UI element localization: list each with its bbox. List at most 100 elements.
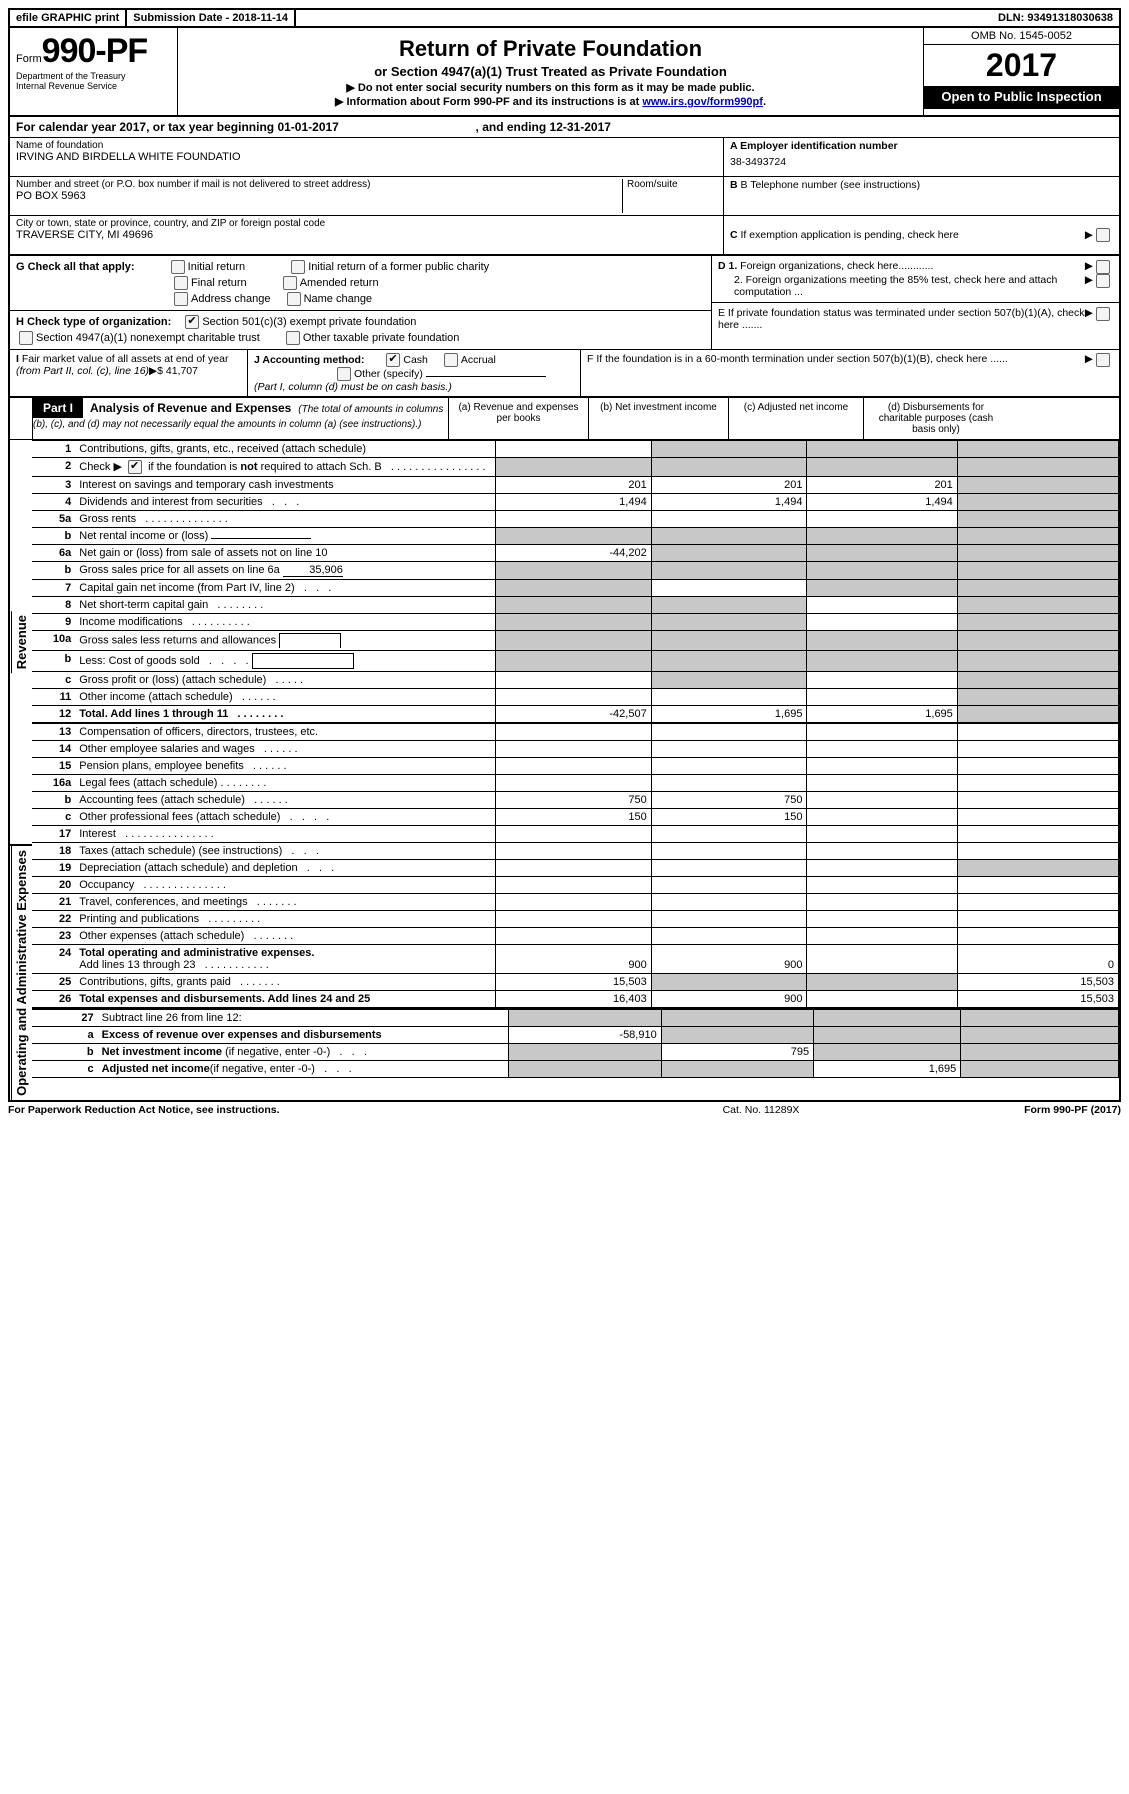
row-16c: cOther professional fees (attach schedul… [32, 809, 1119, 826]
foundation-name: IRVING AND BIRDELLA WHITE FOUNDATIO [16, 151, 717, 163]
cal-mid: , and ending [476, 120, 550, 134]
r5b-input[interactable] [211, 538, 311, 539]
c-checkbox[interactable] [1096, 228, 1110, 242]
phone-label: B B Telephone number (see instructions) [730, 179, 1113, 191]
g-name-checkbox[interactable] [287, 292, 301, 306]
r10a-box[interactable] [279, 633, 341, 648]
h-row: H Check type of organization: Section 50… [10, 310, 711, 329]
j-other-input[interactable] [426, 376, 546, 377]
r10c-t: Gross profit or (loss) (attach schedule) [79, 674, 266, 686]
h-other-checkbox[interactable] [286, 331, 300, 345]
r10b-box[interactable] [252, 653, 354, 669]
g-amended-checkbox[interactable] [283, 276, 297, 290]
r4-t: Dividends and interest from securities [79, 496, 262, 508]
g-row: G Check all that apply: Initial return I… [16, 260, 705, 274]
form-note-1: ▶ Do not enter social security numbers o… [182, 81, 919, 94]
row-19: 19Depreciation (attach schedule) and dep… [32, 860, 1119, 877]
dept-irs: Internal Revenue Service [16, 81, 171, 91]
row-10c: cGross profit or (loss) (attach schedule… [32, 672, 1119, 689]
address: PO BOX 5963 [16, 190, 622, 202]
row-13: 13Compensation of officers, directors, t… [32, 723, 1119, 741]
c-label: C If exemption application is pending, c… [730, 229, 1085, 241]
col-c-head: (c) Adjusted net income [728, 398, 863, 439]
form-header: Form990-PF Department of the Treasury In… [10, 28, 1119, 117]
d1-row: D 1. Foreign organizations, check here..… [718, 260, 1113, 274]
part1-desc: Part I Analysis of Revenue and Expenses … [10, 398, 448, 439]
g-initial-former-checkbox[interactable] [291, 260, 305, 274]
row-6a: 6aNet gain or (loss) from sale of assets… [32, 545, 1119, 562]
f-block: F If the foundation is in a 60-month ter… [581, 350, 1119, 396]
col-d-head: (d) Disbursements for charitable purpose… [863, 398, 1008, 439]
form-word: Form [16, 53, 42, 65]
j-cash-checkbox[interactable] [386, 353, 400, 367]
row-5b: bNet rental income or (loss) [32, 528, 1119, 545]
f-checkbox[interactable] [1096, 353, 1110, 367]
r19-t: Depreciation (attach schedule) and deple… [79, 862, 297, 874]
r16c-t: Other professional fees (attach schedule… [79, 811, 280, 823]
row-27c: cAdjusted net income(if negative, enter … [32, 1061, 1119, 1078]
r16b-t: Accounting fees (attach schedule) [79, 794, 245, 806]
city-label: City or town, state or province, country… [16, 218, 717, 229]
row-10b: bLess: Cost of goods sold . . . . [32, 651, 1119, 672]
col-a-head: (a) Revenue and expenses per books [448, 398, 588, 439]
efile-print[interactable]: efile GRAPHIC print [10, 10, 127, 26]
h-row2: Section 4947(a)(1) nonexempt charitable … [16, 331, 705, 345]
row-20: 20Occupancy . . . . . . . . . . . . . . [32, 877, 1119, 894]
instructions-link[interactable]: www.irs.gov/form990pf [642, 96, 763, 108]
row-8: 8Net short-term capital gain . . . . . .… [32, 597, 1119, 614]
row-14: 14Other employee salaries and wages . . … [32, 741, 1119, 758]
g-h-left: G Check all that apply: Initial return I… [10, 256, 711, 349]
part1-table: 1Contributions, gifts, grants, etc., rec… [32, 440, 1119, 1008]
j-accrual-checkbox[interactable] [444, 353, 458, 367]
row-9: 9Income modifications . . . . . . . . . … [32, 614, 1119, 631]
e-text: E If private foundation status was termi… [718, 307, 1085, 331]
room-label: Room/suite [627, 179, 717, 190]
id-right: A Employer identification number 38-3493… [723, 138, 1119, 254]
d2-checkbox[interactable] [1096, 274, 1110, 288]
form-note-2: ▶ Information about Form 990-PF and its … [182, 95, 919, 108]
f-text: F If the foundation is in a 60-month ter… [587, 353, 1085, 367]
top-bar: efile GRAPHIC print Submission Date - 20… [10, 10, 1119, 28]
j-label: J Accounting method: [254, 354, 364, 366]
d2-text: 2. Foreign organizations meeting the 85%… [734, 274, 1085, 298]
h-4947-checkbox[interactable] [19, 331, 33, 345]
g-initial: Initial return [188, 261, 245, 273]
row-27a: aExcess of revenue over expenses and dis… [32, 1027, 1119, 1044]
cal-begin: 01-01-2017 [277, 120, 338, 134]
r6b-val: 35,906 [283, 564, 343, 577]
g-amended: Amended return [300, 277, 379, 289]
g-name: Name change [304, 293, 373, 305]
arrow-icon: ▶ [1085, 229, 1093, 241]
row-18: 18Taxes (attach schedule) (see instructi… [32, 843, 1119, 860]
g-final-checkbox[interactable] [174, 276, 188, 290]
part1-header: Part I Analysis of Revenue and Expenses … [10, 398, 1119, 440]
row-15: 15Pension plans, employee benefits . . .… [32, 758, 1119, 775]
r22-t: Printing and publications [79, 913, 199, 925]
row-12: 12Total. Add lines 1 through 11 . . . . … [32, 706, 1119, 724]
row-17: 17Interest . . . . . . . . . . . . . . . [32, 826, 1119, 843]
cal-end: 12-31-2017 [550, 120, 611, 134]
open-to-public: Open to Public Inspection [924, 86, 1119, 109]
row-16b: bAccounting fees (attach schedule) . . .… [32, 792, 1119, 809]
row-6b: bGross sales price for all assets on lin… [32, 562, 1119, 580]
d1-checkbox[interactable] [1096, 260, 1110, 274]
address-row: Number and street (or P.O. box number if… [10, 177, 723, 216]
g-address-checkbox[interactable] [174, 292, 188, 306]
e-checkbox[interactable] [1096, 307, 1110, 321]
r20-t: Occupancy [79, 879, 134, 891]
d2-row: 2. Foreign organizations meeting the 85%… [718, 274, 1113, 298]
schb-checkbox[interactable] [128, 460, 142, 474]
g-initial-checkbox[interactable] [171, 260, 185, 274]
ein-row: A Employer identification number 38-3493… [724, 138, 1119, 177]
h-501c3: Section 501(c)(3) exempt private foundat… [202, 316, 416, 328]
tax-year: 2017 [924, 45, 1119, 86]
col-b-head: (b) Net investment income [588, 398, 728, 439]
footer: For Paperwork Reduction Act Notice, see … [8, 1102, 1121, 1118]
h-501c3-checkbox[interactable] [185, 315, 199, 329]
data-table-wrap: 1Contributions, gifts, grants, etc., rec… [32, 440, 1119, 1100]
footer-cat: Cat. No. 11289X [661, 1104, 861, 1116]
r18-t: Taxes (attach schedule) (see instruction… [79, 845, 282, 857]
g-row2: Final return Amended return [16, 276, 705, 290]
g-initial-former: Initial return of a former public charit… [308, 261, 489, 273]
j-other-checkbox[interactable] [337, 367, 351, 381]
